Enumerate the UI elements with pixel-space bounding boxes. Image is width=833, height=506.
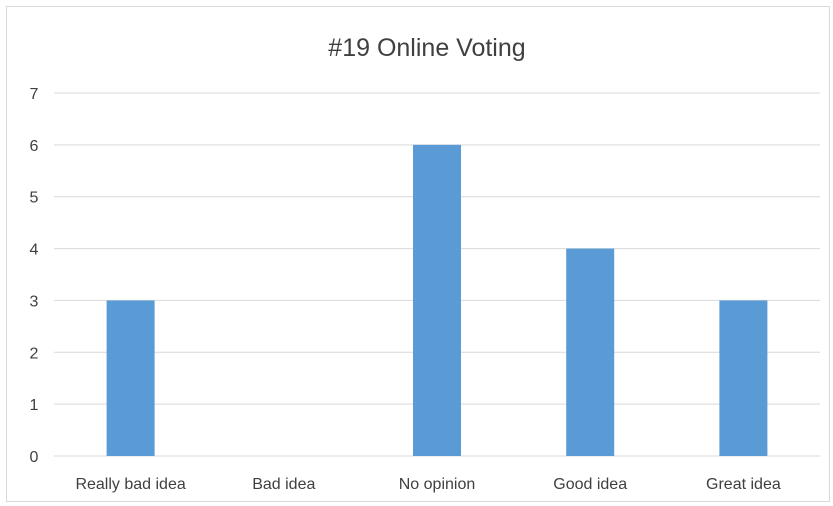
- x-tick-label: Really bad idea: [75, 476, 185, 493]
- x-tick-label: Great idea: [706, 476, 781, 493]
- x-axis: Really bad idea Bad idea No opinion Good id…: [75, 476, 780, 493]
- bar: [106, 300, 155, 456]
- x-tick-label: Good idea: [553, 476, 627, 493]
- bars: [106, 144, 768, 456]
- y-tick-label: 7: [30, 86, 39, 103]
- x-tick-label: Bad idea: [252, 476, 315, 493]
- y-axis: 0 1 2 3 4 5 6 7: [30, 86, 39, 466]
- bar: [566, 248, 615, 456]
- y-tick-label: 6: [30, 138, 39, 155]
- y-tick-label: 3: [30, 293, 39, 310]
- bar: [413, 144, 461, 456]
- y-tick-label: 5: [30, 190, 39, 207]
- bar: [719, 300, 768, 456]
- y-tick-label: 1: [30, 397, 39, 414]
- x-tick-label: No opinion: [399, 476, 476, 493]
- y-tick-label: 2: [30, 345, 39, 362]
- y-tick-label: 0: [30, 449, 39, 466]
- chart-title: #19 Online Voting: [328, 34, 525, 62]
- y-tick-label: 4: [30, 242, 39, 259]
